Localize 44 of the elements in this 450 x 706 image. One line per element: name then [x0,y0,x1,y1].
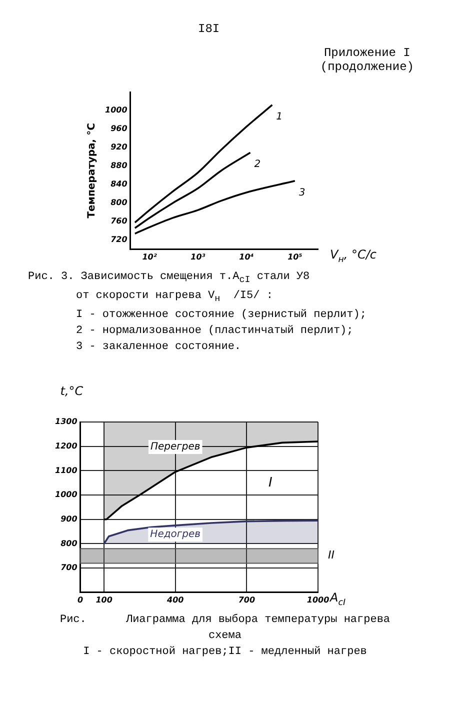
text: Рис. 3. Зависимость смещения т.A$_{cI}$ стали У8 [28,270,311,288]
text: 2 - нормализованное (пластинчатый перлит); [76,324,354,340]
y-tick-label: 880 [110,161,128,170]
text: Приложение I [322,46,412,60]
y-tick-label: 800 [60,539,78,548]
text: 3 - закаленное состояние. [76,340,242,356]
x-tick-label: 10² [142,252,158,262]
y-tick-label: 800 [110,198,128,208]
y-tick-label: 900 [60,514,78,524]
y-tick-label: 1000 [55,490,78,500]
series-label: 3 [298,187,306,198]
x-tick-label: 0 [77,596,84,605]
text: I8I [198,22,220,36]
series-label: 2 [254,159,261,170]
text: I - отожженное состояние (зернистый перлит); [76,308,368,324]
annotation: I [268,476,273,492]
text: от скорости нагрева V$_{н}$ /I5/ : [76,290,273,304]
y-tick-label: 920 [110,142,128,152]
y-tick-label: 840 [110,180,128,189]
series-label: 1 [276,112,283,123]
y-tick-label: 1000 [105,106,128,115]
y-tick-label: 1200 [55,442,78,451]
y-tick-label: 700 [60,564,78,573]
series-label: Перегрев [150,442,200,453]
x-tick-label: 100 [96,596,113,605]
x-tick-label: 700 [238,596,256,605]
y-axis-title: t,°C [60,384,84,398]
x-tick-label: 10⁴ [239,252,254,262]
x-tick-label: 1000 [306,596,330,605]
y-tick-label: 760 [110,216,128,226]
text: схема [207,629,242,644]
x-tick-label: 10⁵ [288,252,303,262]
text: (продолжение) [320,60,414,74]
series-label: Недогрев [150,530,201,541]
x-tick-label: 400 [166,596,184,605]
x-tick-label: 10³ [190,252,206,262]
y-axis-title: Температура, °С [86,123,98,218]
text: Рис. Лиаграмма для выбора температуры нагрева [58,613,392,628]
text: I - скоростной нагрев;II - медленный нагрев [82,645,368,660]
y-tick-label: 960 [110,124,128,134]
y-tick-label: 1300 [55,417,78,426]
band-label: II [328,549,334,562]
y-tick-label: 1100 [55,466,78,476]
y-tick-label: 720 [110,235,128,244]
